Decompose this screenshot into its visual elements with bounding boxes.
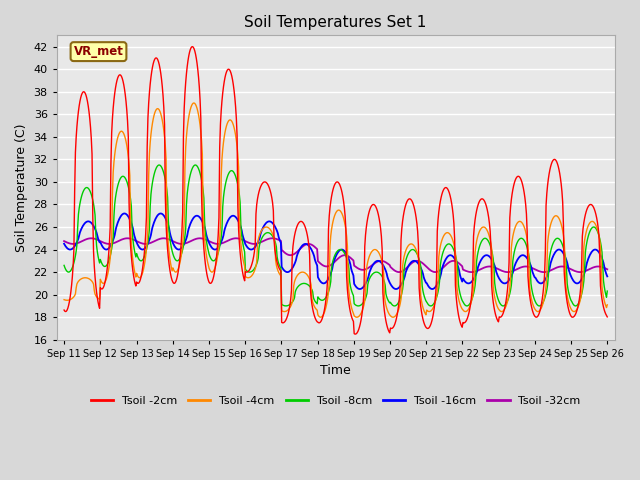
- Tsoil -8cm: [182, 225, 189, 231]
- Tsoil -8cm: [211, 258, 218, 264]
- Tsoil -4cm: [70, 294, 77, 300]
- Tsoil -2cm: [126, 228, 134, 234]
- Tsoil -2cm: [189, 44, 196, 49]
- Tsoil -32cm: [88, 235, 95, 241]
- Y-axis label: Soil Temperature (C): Soil Temperature (C): [15, 123, 28, 252]
- Tsoil -4cm: [604, 302, 611, 308]
- Line: Tsoil -16cm: Tsoil -16cm: [64, 214, 607, 289]
- X-axis label: Time: Time: [320, 364, 351, 377]
- Tsoil -4cm: [181, 164, 189, 170]
- Tsoil -16cm: [127, 218, 134, 224]
- Tsoil -8cm: [126, 191, 134, 197]
- Tsoil -16cm: [428, 286, 436, 292]
- Line: Tsoil -2cm: Tsoil -2cm: [64, 47, 607, 334]
- Tsoil -16cm: [211, 247, 218, 252]
- Tsoil -32cm: [60, 238, 68, 244]
- Tsoil -16cm: [403, 268, 410, 274]
- Tsoil -32cm: [127, 236, 134, 241]
- Tsoil -2cm: [60, 307, 68, 313]
- Tsoil -4cm: [190, 100, 198, 106]
- Tsoil -16cm: [604, 274, 611, 279]
- Tsoil -8cm: [419, 283, 426, 289]
- Text: VR_met: VR_met: [74, 45, 124, 58]
- Tsoil -8cm: [604, 288, 611, 294]
- Tsoil -2cm: [604, 314, 611, 320]
- Tsoil -2cm: [351, 331, 359, 337]
- Legend: Tsoil -2cm, Tsoil -4cm, Tsoil -8cm, Tsoil -16cm, Tsoil -32cm: Tsoil -2cm, Tsoil -4cm, Tsoil -8cm, Tsoi…: [86, 391, 585, 410]
- Tsoil -8cm: [403, 256, 410, 262]
- Tsoil -32cm: [576, 269, 584, 275]
- Tsoil -4cm: [403, 245, 411, 251]
- Tsoil -16cm: [182, 238, 189, 243]
- Tsoil -4cm: [419, 305, 427, 311]
- Line: Tsoil -32cm: Tsoil -32cm: [64, 238, 607, 272]
- Tsoil -8cm: [70, 260, 77, 265]
- Line: Tsoil -4cm: Tsoil -4cm: [64, 103, 607, 317]
- Tsoil -8cm: [60, 263, 68, 268]
- Tsoil -32cm: [604, 266, 611, 272]
- Tsoil -32cm: [419, 260, 426, 266]
- Tsoil -4cm: [389, 314, 397, 320]
- Tsoil -16cm: [70, 244, 77, 250]
- Title: Soil Temperatures Set 1: Soil Temperatures Set 1: [244, 15, 427, 30]
- Tsoil -8cm: [572, 303, 579, 309]
- Tsoil -16cm: [60, 241, 68, 247]
- Tsoil -4cm: [126, 172, 134, 178]
- Tsoil -32cm: [403, 265, 410, 271]
- Tsoil -32cm: [70, 241, 77, 247]
- Tsoil -4cm: [60, 297, 68, 302]
- Tsoil -32cm: [211, 240, 218, 246]
- Tsoil -4cm: [211, 266, 218, 272]
- Tsoil -8cm: [156, 162, 163, 168]
- Tsoil -16cm: [121, 211, 129, 216]
- Tsoil -2cm: [403, 199, 411, 204]
- Tsoil -32cm: [182, 240, 189, 246]
- Tsoil -2cm: [181, 90, 189, 96]
- Tsoil -2cm: [70, 247, 77, 253]
- Line: Tsoil -8cm: Tsoil -8cm: [64, 165, 607, 306]
- Tsoil -2cm: [211, 270, 218, 276]
- Tsoil -2cm: [419, 316, 427, 322]
- Tsoil -16cm: [419, 268, 426, 274]
